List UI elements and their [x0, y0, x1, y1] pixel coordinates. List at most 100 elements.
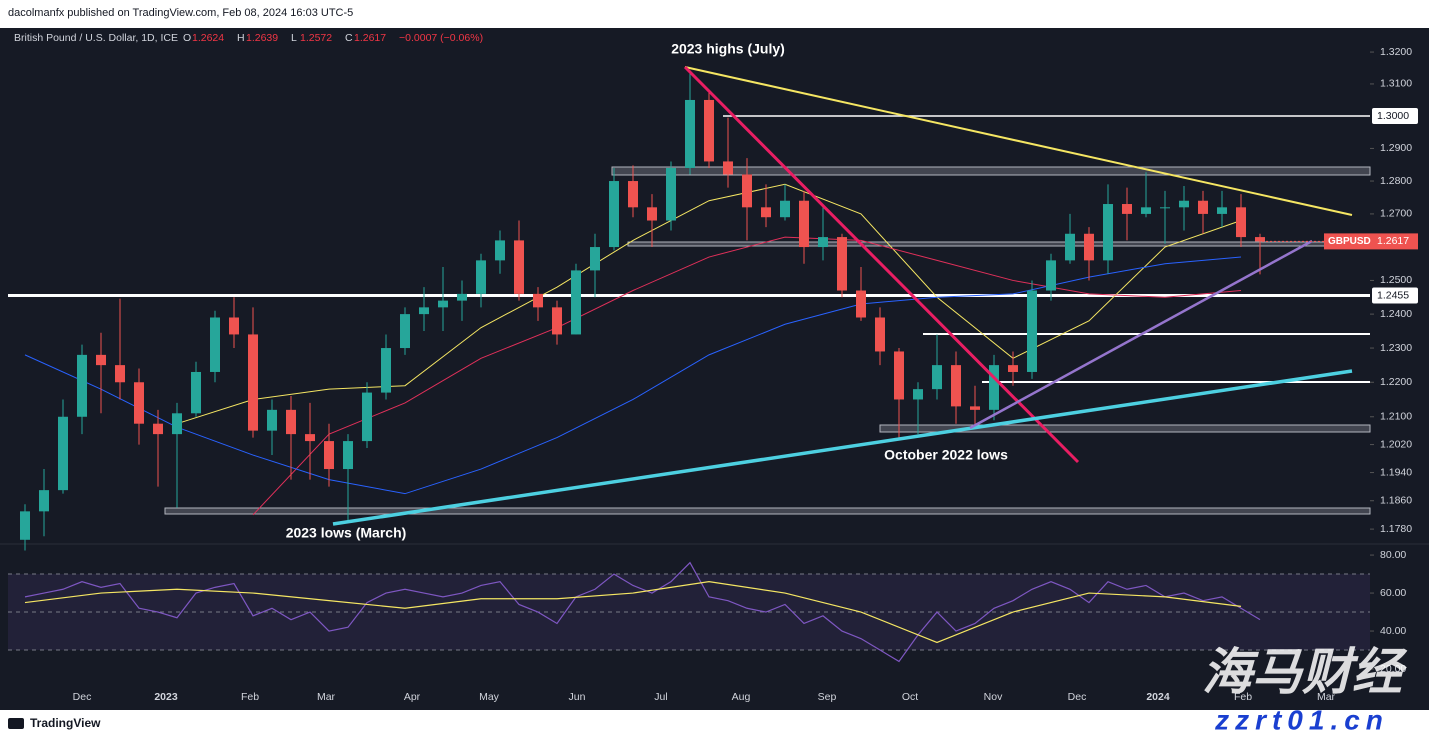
candle-body — [609, 181, 619, 248]
candle-body — [1103, 204, 1113, 261]
ohlc-key: C — [345, 32, 353, 44]
candle-body — [58, 416, 68, 491]
candle-body — [267, 409, 277, 431]
ohlc-key: H — [237, 32, 245, 44]
ohlc-value: 1.2624 — [192, 32, 224, 44]
x-tick-label: Jun — [569, 691, 586, 703]
x-tick-label: Dec — [73, 691, 92, 703]
price-label: 1.2617 — [1377, 235, 1409, 247]
y-tick-label: 1.1780 — [1380, 523, 1412, 535]
candle-body — [1046, 260, 1056, 291]
y-tick-label: 1.2300 — [1380, 342, 1412, 354]
y-tick-label: 80.00 — [1380, 549, 1406, 561]
y-tick-label: 1.2100 — [1380, 411, 1412, 423]
y-tick-label: 40.00 — [1380, 625, 1406, 637]
ohlc-value: 1.2639 — [246, 32, 278, 44]
candle-body — [533, 293, 543, 308]
candle-body — [552, 307, 562, 335]
candle-body — [913, 389, 923, 400]
candle-body — [248, 334, 258, 431]
trend-line — [332, 369, 1353, 526]
candle-body — [191, 371, 201, 414]
candle-body — [343, 441, 353, 470]
candle-body — [628, 181, 638, 208]
candle-body — [1217, 207, 1227, 214]
x-tick-label: 2024 — [1146, 691, 1170, 703]
ohlc-value: 1.2617 — [354, 32, 386, 44]
ohlc-value: 1.2572 — [300, 32, 332, 44]
zone — [879, 424, 1371, 433]
candle-body — [932, 365, 942, 390]
x-tick-label: Feb — [241, 691, 259, 703]
y-tick-label: 1.1860 — [1380, 495, 1412, 507]
candle-body — [704, 99, 714, 162]
zone — [164, 507, 1371, 515]
candle-body — [590, 247, 600, 271]
candle-body — [799, 200, 809, 248]
level-tag — [1372, 287, 1418, 304]
candle-body — [115, 365, 125, 383]
moving-average — [24, 256, 1242, 495]
annotation: 2023 highs (July) — [671, 41, 785, 57]
y-tick-label: 60.00 — [1380, 587, 1406, 599]
x-tick-label: 2023 — [154, 691, 178, 703]
candle-body — [1160, 207, 1170, 209]
y-tick-label: 1.3100 — [1380, 78, 1412, 90]
candle-body — [856, 290, 866, 318]
watermark-title: 海马财经 — [1202, 644, 1408, 700]
y-tick-label: 1.2400 — [1380, 308, 1412, 320]
zone — [611, 166, 1371, 176]
y-tick-label: 20.00 — [1380, 663, 1406, 675]
level-label: 1.2455 — [1377, 289, 1409, 301]
x-tick-label: Apr — [404, 691, 421, 703]
moving-average — [176, 183, 1242, 425]
footer-brand: TradingView — [30, 716, 101, 730]
candle-body — [1008, 365, 1018, 372]
x-tick-label: Jul — [654, 691, 667, 703]
candle-body — [20, 511, 30, 540]
x-tick-label: Dec — [1068, 691, 1087, 703]
candle-body — [685, 99, 695, 168]
candle-body — [229, 317, 239, 335]
ohlc-key: L — [291, 32, 297, 44]
zone — [627, 241, 1371, 247]
candle-body — [742, 174, 752, 208]
candle-body — [837, 237, 847, 291]
x-tick-label: Nov — [984, 691, 1003, 703]
y-tick-label: 1.2700 — [1380, 208, 1412, 220]
candle-body — [818, 237, 828, 248]
x-tick-label: Mar — [317, 691, 336, 703]
footer-logo — [8, 718, 24, 729]
candle-body — [305, 434, 315, 442]
level-label: 1.3000 — [1377, 110, 1409, 122]
x-tick-label: Feb — [1234, 691, 1252, 703]
candle-body — [1236, 207, 1246, 238]
annotation: 2023 lows (March) — [286, 525, 407, 541]
candle-body — [1065, 233, 1075, 261]
candle-body — [780, 200, 790, 218]
candle-body — [381, 348, 391, 393]
publisher: dacolmanfx published on TradingView.com,… — [8, 7, 353, 19]
x-tick-label: May — [479, 691, 500, 703]
watermark-site: zzrt01.cn — [1214, 704, 1389, 735]
instrument: British Pound / U.S. Dollar, 1D, ICE — [14, 32, 178, 44]
candle-body — [438, 300, 448, 308]
y-tick-label: 1.2200 — [1380, 376, 1412, 388]
candle-body — [970, 406, 980, 410]
candle-body — [172, 413, 182, 435]
candle-body — [1122, 204, 1132, 214]
candle-body — [324, 441, 334, 470]
symbol-tag — [1324, 233, 1372, 250]
y-tick-label: 1.2800 — [1380, 175, 1412, 187]
x-tick-label: Sep — [818, 691, 837, 703]
rsi-ma-line — [24, 581, 1242, 644]
trend-line — [683, 65, 1080, 464]
y-tick-label: 1.2900 — [1380, 142, 1412, 154]
candle-body — [153, 423, 163, 435]
candle-body — [1141, 207, 1151, 214]
candle-body — [951, 365, 961, 407]
candle-body — [134, 382, 144, 424]
y-tick-label: 1.1940 — [1380, 466, 1412, 478]
candle-body — [761, 207, 771, 218]
